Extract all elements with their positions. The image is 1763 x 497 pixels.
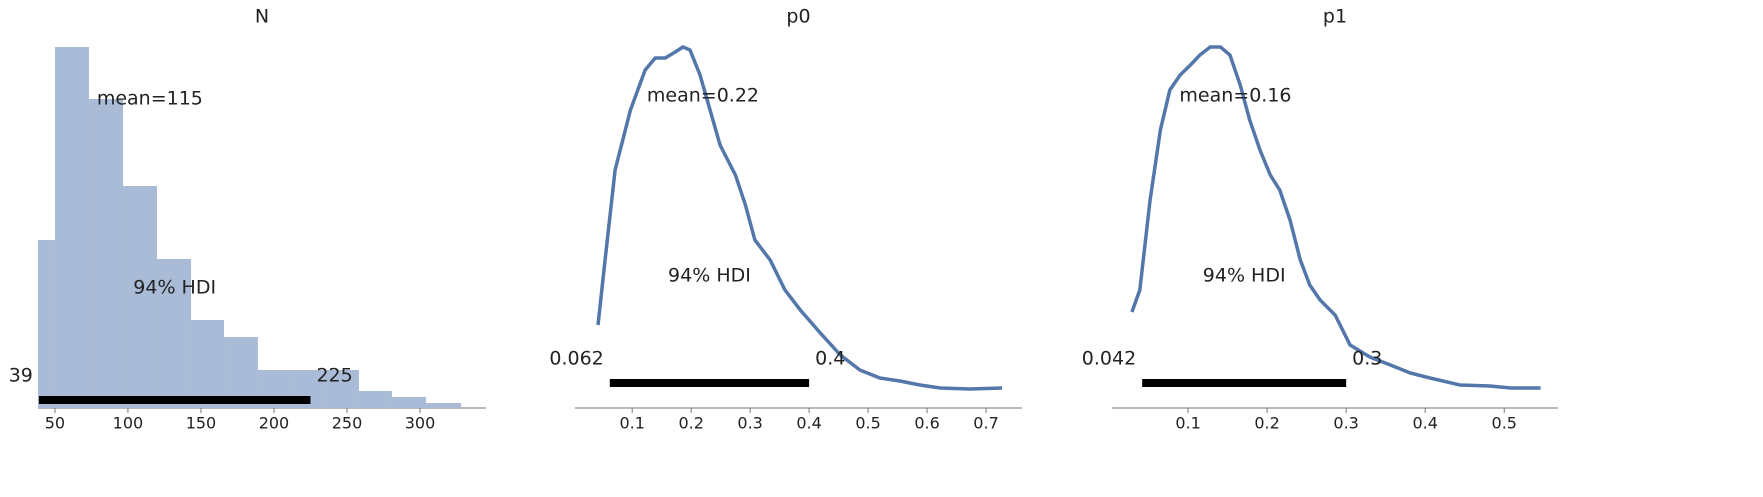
x-tick-label: 0.3 xyxy=(1333,414,1358,433)
hdi-low-label: 0.042 xyxy=(1082,348,1136,370)
hist-bar xyxy=(88,99,123,408)
x-tick-label: 0.5 xyxy=(1492,414,1517,433)
x-tick-label: 0.4 xyxy=(796,414,821,433)
hist-bar xyxy=(157,259,192,408)
x-tick-label: 0.2 xyxy=(1254,414,1279,433)
hist-bar xyxy=(191,320,225,408)
x-tick-label: 300 xyxy=(405,414,436,433)
hist-bar xyxy=(122,186,158,408)
panel-title: N xyxy=(255,6,269,28)
hdi-low-label: 39 xyxy=(9,365,33,387)
mean-label: mean=0.22 xyxy=(647,85,759,107)
x-tick-label: 0.1 xyxy=(1175,414,1200,433)
mean-label: mean=0.16 xyxy=(1179,85,1291,107)
hist-bar xyxy=(324,370,359,408)
x-tick-label: 200 xyxy=(259,414,290,433)
kde-line xyxy=(596,45,1003,391)
hist-bar xyxy=(38,240,55,408)
x-tick-label: 0.7 xyxy=(973,414,998,433)
x-tick-label: 0.2 xyxy=(678,414,703,433)
x-tick-label: 0.4 xyxy=(1412,414,1437,433)
x-tick-label: 0.3 xyxy=(737,414,762,433)
x-tick-label: 250 xyxy=(332,414,363,433)
hist-bar xyxy=(54,47,89,408)
hdi-high-label: 225 xyxy=(316,365,352,387)
hdi-high-label: 0.3 xyxy=(1352,348,1382,370)
hdi-low-label: 0.062 xyxy=(549,348,603,370)
hdi-label: 94% HDI xyxy=(1203,265,1286,287)
panel-title: p0 xyxy=(786,6,810,28)
hdi-label: 94% HDI xyxy=(668,265,751,287)
hdi-label: 94% HDI xyxy=(133,277,216,299)
hdi-high-label: 0.4 xyxy=(815,348,845,370)
x-tick-label: 100 xyxy=(113,414,144,433)
x-tick-label: 0.5 xyxy=(855,414,880,433)
x-tick-label: 50 xyxy=(45,414,65,433)
kde-line xyxy=(1130,45,1541,390)
x-tick-label: 150 xyxy=(186,414,217,433)
panel-title: p1 xyxy=(1323,6,1347,28)
hist-bar xyxy=(358,391,392,408)
x-tick-label: 0.6 xyxy=(914,414,939,433)
mean-label: mean=115 xyxy=(97,88,203,110)
hist-bar xyxy=(425,403,462,408)
hist-bar xyxy=(391,397,426,408)
x-tick-label: 0.1 xyxy=(619,414,644,433)
